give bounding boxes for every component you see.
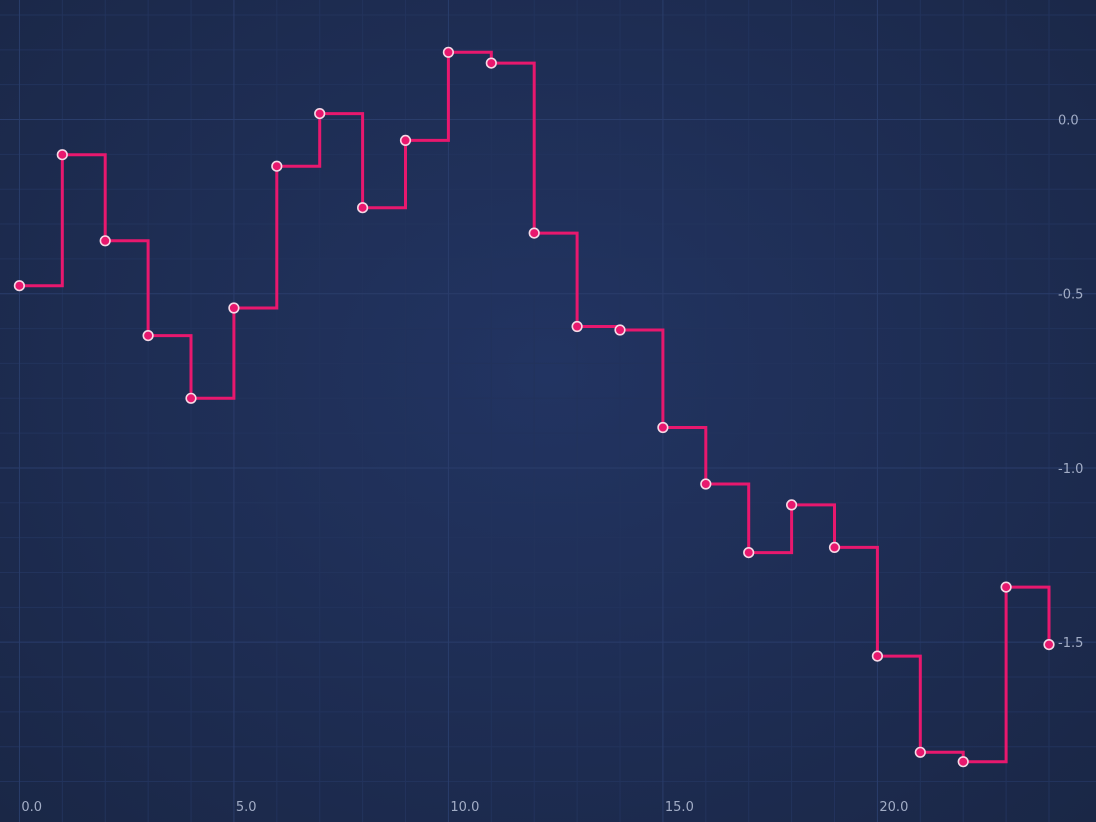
y-tick-label: 0.0 [1058, 114, 1079, 129]
data-point [271, 160, 283, 172]
y-axis-tick-labels: 0.0 -0.5 -1.0 -1.5 [1058, 114, 1083, 652]
data-point [571, 320, 583, 333]
x-axis-tick-labels: 0.0 5.0 10.0 15.0 20.0 [21, 800, 908, 815]
data-point [957, 756, 969, 768]
y-tick-label: -0.5 [1058, 288, 1083, 303]
x-tick-label: 5.0 [236, 800, 257, 815]
marker-layer [13, 46, 1055, 768]
data-point [743, 546, 755, 559]
data-point [528, 227, 540, 239]
y-tick-label: -1.0 [1058, 462, 1083, 477]
data-point [228, 302, 240, 314]
data-point [1000, 581, 1012, 593]
data-point [871, 650, 884, 662]
x-tick-label: 0.0 [21, 800, 42, 815]
data-point [914, 746, 926, 758]
data-point [357, 202, 369, 214]
x-tick-label: 10.0 [450, 800, 479, 815]
data-point [13, 280, 25, 292]
data-point [142, 330, 154, 342]
data-point [99, 235, 111, 247]
data-point [785, 499, 798, 511]
data-point [314, 107, 326, 120]
data-point [1043, 638, 1055, 651]
data-point [614, 324, 626, 336]
x-tick-label: 15.0 [665, 800, 694, 815]
data-point [56, 149, 68, 161]
y-tick-label: -1.5 [1058, 636, 1083, 651]
data-point [485, 57, 497, 69]
data-point [700, 478, 712, 490]
data-point [657, 421, 669, 434]
data-point [185, 392, 197, 404]
data-point [442, 46, 455, 58]
x-tick-label: 20.0 [879, 800, 908, 815]
data-point [828, 541, 841, 554]
data-point [399, 134, 412, 146]
